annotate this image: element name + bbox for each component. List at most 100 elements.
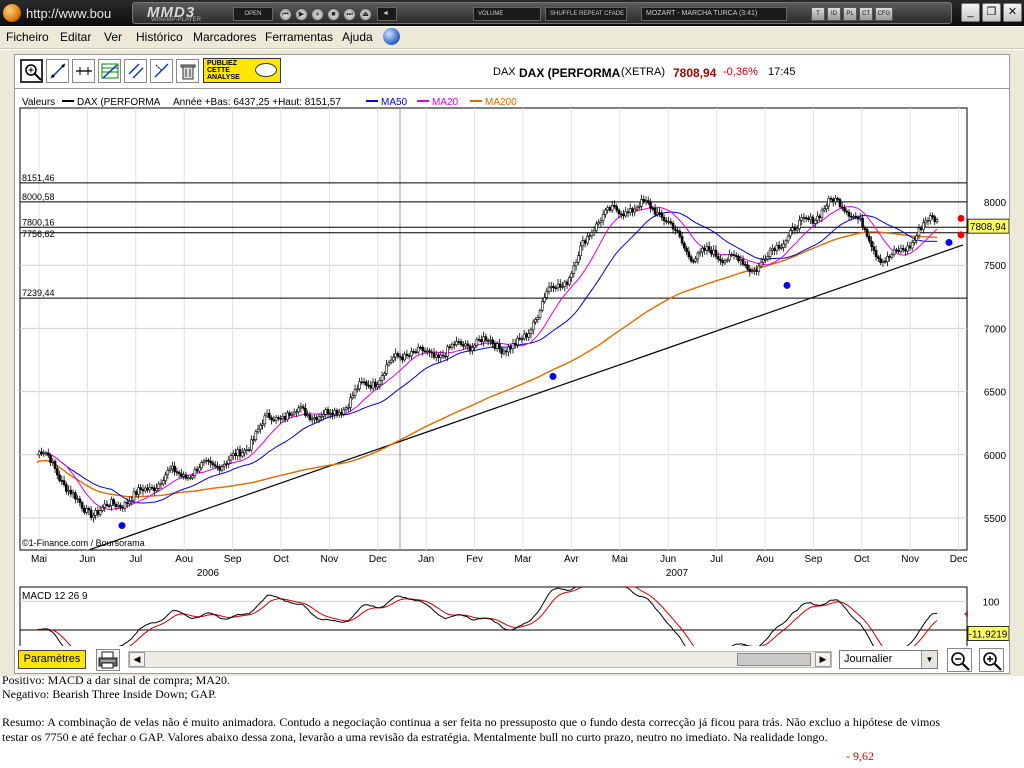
candle-body [252,439,255,441]
candle-body [254,431,258,440]
trash-icon[interactable] [176,59,199,83]
close-button[interactable]: ✕ [1003,3,1022,22]
candle-body [872,246,876,251]
candle-body [714,249,718,257]
candle-body [164,474,167,481]
zoom-in-button[interactable] [979,648,1004,672]
player-btn-id[interactable]: ID [827,7,841,21]
candle-body [651,207,655,210]
candle-body [696,252,700,260]
candle-body [236,449,240,456]
shuffle-repeat-label[interactable]: SHUFFLE REPEAT CFADE [545,7,627,21]
applet-frame: PUBLIEZ CETTE ANALYSE DAX DAX (PERFORMA … [0,50,1024,676]
price-chart[interactable]: 5500 6000 6500 7000 7500 8000 Mai Jun Jul Aou Sep O… [15,90,1009,646]
candle-body [845,210,849,213]
player-btn-cfg[interactable]: CFG [875,7,893,21]
candle-body [710,249,713,255]
maximize-button[interactable]: ❐ [982,3,1001,22]
candle-body [592,230,596,233]
chevron-down-icon[interactable]: ▼ [921,651,937,668]
candle-body [383,373,386,376]
candle-body [791,227,794,231]
mute-button[interactable]: ◄ [377,7,397,21]
candle-body [425,350,429,353]
quote-name: DAX (PERFORMA [519,66,621,80]
candle-body [669,221,673,224]
channel-tool-icon[interactable] [124,59,147,83]
menu-ver[interactable]: Ver [104,30,123,44]
candle-body [536,316,540,320]
candle-body [890,254,894,258]
candle-body [827,198,831,207]
candle-body [849,215,853,218]
candle-body [723,260,727,264]
candle-body [852,215,855,218]
menu-historico[interactable]: Histórico [136,30,183,44]
parallel-line-icon[interactable] [150,59,173,83]
candle-body [468,345,472,352]
candle-body [674,228,677,231]
prev-button[interactable]: ⏮ [279,8,292,21]
player-btn-pl[interactable]: PL [843,7,857,21]
scroll-right-icon[interactable]: ▶ [815,652,831,667]
candle-body [574,262,578,267]
candle-body [737,255,740,262]
candle-body [509,346,512,350]
zoom-tool-icon[interactable] [20,59,43,83]
x-year-label: 2007 [666,568,689,579]
menu-editar[interactable]: Editar [60,30,92,44]
candle-body [227,459,231,464]
open-label[interactable]: OPEN [233,7,273,21]
scroll-left-icon[interactable]: ◀ [129,652,145,667]
printer-icon[interactable] [96,649,120,671]
candle-body [414,351,418,353]
candle-body [798,219,801,230]
candle-body [186,477,190,480]
period-select[interactable]: Journalier ▼ [839,650,938,669]
candle-body [466,343,470,347]
buy-signal-dot [549,372,557,380]
candle-body [800,217,803,221]
menu-ficheiro[interactable]: Ficheiro [6,30,49,44]
candle-body [130,500,134,503]
candle-body [563,281,567,287]
candle-body [879,258,882,263]
next-button[interactable]: ⏭ [343,8,356,21]
candle-body [464,343,467,347]
fibonacci-icon[interactable] [98,59,121,83]
candle-body [328,412,332,415]
player-btn-t[interactable]: T [811,7,825,21]
candle-body [606,207,609,211]
pause-button[interactable]: ⏸ [311,8,324,21]
horizontal-scrollbar[interactable]: ◀ ▶ [128,651,832,668]
minimize-button[interactable]: _ [961,3,980,22]
candle-body [324,409,328,415]
candle-body [482,336,485,343]
horizontal-line-icon[interactable] [72,59,95,83]
play-button[interactable]: ▶ [295,8,308,21]
volume-slider[interactable]: VOLUME [473,7,541,21]
candle-body [74,492,77,500]
player-btn-ct[interactable]: CT [859,7,873,21]
eject-button[interactable]: ⏏ [359,8,372,21]
x-month-label: Dec [950,554,968,565]
menu-ferramentas[interactable]: Ferramentas [265,30,334,44]
stop-button[interactable]: ■ [327,8,340,21]
parameters-button[interactable]: Paramètres [18,650,86,669]
candle-body [689,256,693,262]
candle-body [743,264,747,266]
menu-marcadores[interactable]: Marcadores [193,30,257,44]
line-tool-icon[interactable] [46,59,69,83]
candle-body [649,202,652,209]
scroll-thumb[interactable] [737,653,811,666]
menu-ajuda[interactable]: Ajuda [342,30,373,44]
media-player-bar[interactable]: MMD3 WINAMP-PLAYER OPEN ⏮ ▶ ⏸ ■ ⏭ ⏏ ◄ VO… [132,2,952,24]
candle-body [694,258,697,262]
candle-body [101,506,104,511]
publish-analysis-button[interactable]: PUBLIEZ CETTE ANALYSE [203,58,281,83]
candle-body [610,204,614,211]
zoom-out-button[interactable] [947,648,972,672]
candle-body [762,259,765,263]
candle-body [171,465,174,470]
candle-body [457,341,461,343]
